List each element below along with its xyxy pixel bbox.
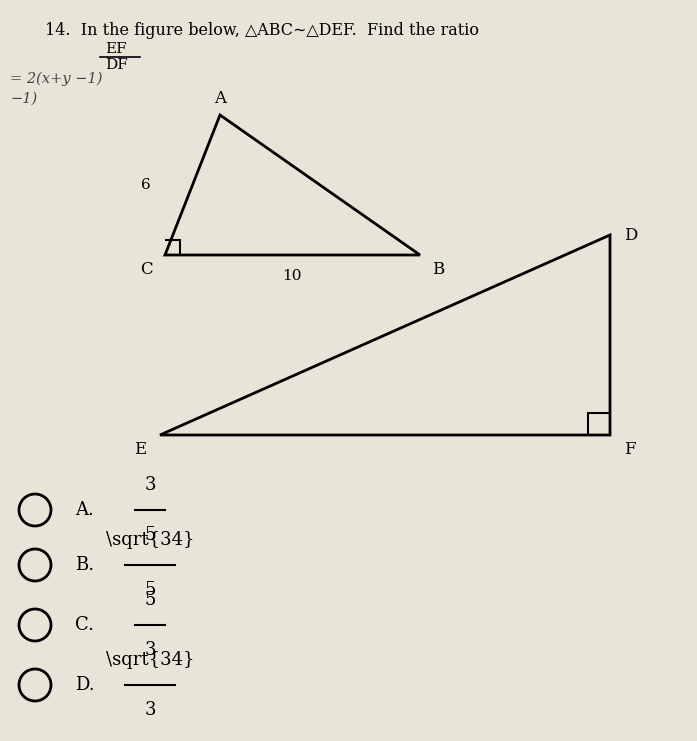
Text: A: A: [214, 90, 226, 107]
Text: A.: A.: [75, 501, 94, 519]
Text: 6: 6: [141, 178, 151, 192]
Text: \sqrt{34}: \sqrt{34}: [106, 651, 194, 669]
Text: 5: 5: [144, 581, 155, 599]
Text: B: B: [432, 261, 444, 278]
Text: F: F: [624, 441, 636, 458]
Text: −1): −1): [10, 92, 37, 106]
Text: B.: B.: [75, 556, 94, 574]
Text: 5: 5: [144, 591, 155, 609]
Text: = 2(x+y −1): = 2(x+y −1): [10, 72, 102, 87]
Text: C: C: [140, 261, 153, 278]
Text: D.: D.: [75, 676, 95, 694]
Text: DF: DF: [105, 58, 128, 72]
Text: 5: 5: [144, 526, 155, 544]
Text: 3: 3: [144, 476, 155, 494]
Text: C.: C.: [75, 616, 94, 634]
Text: EF: EF: [105, 42, 127, 56]
Text: E: E: [134, 441, 146, 458]
Text: 3: 3: [144, 641, 155, 659]
Text: 14.  In the figure below, △ABC∼△DEF.  Find the ratio: 14. In the figure below, △ABC∼△DEF. Find…: [45, 22, 479, 39]
Text: D: D: [624, 227, 637, 244]
Text: 3: 3: [144, 701, 155, 719]
Text: \sqrt{34}: \sqrt{34}: [106, 531, 194, 549]
Text: 10: 10: [282, 269, 302, 283]
